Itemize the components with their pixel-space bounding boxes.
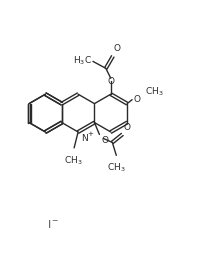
Text: CH$_3$: CH$_3$ <box>64 155 82 167</box>
Text: H$_3$C: H$_3$C <box>73 54 92 67</box>
Text: O: O <box>114 44 121 53</box>
Text: +: + <box>87 131 93 137</box>
Text: N: N <box>81 134 88 143</box>
Text: O: O <box>107 77 114 86</box>
Text: O: O <box>133 95 140 104</box>
Text: CH$_3$: CH$_3$ <box>107 161 126 174</box>
Text: I$^-$: I$^-$ <box>47 219 60 230</box>
Text: O: O <box>123 124 130 132</box>
Text: CH$_3$: CH$_3$ <box>145 85 164 98</box>
Text: O: O <box>101 136 108 146</box>
